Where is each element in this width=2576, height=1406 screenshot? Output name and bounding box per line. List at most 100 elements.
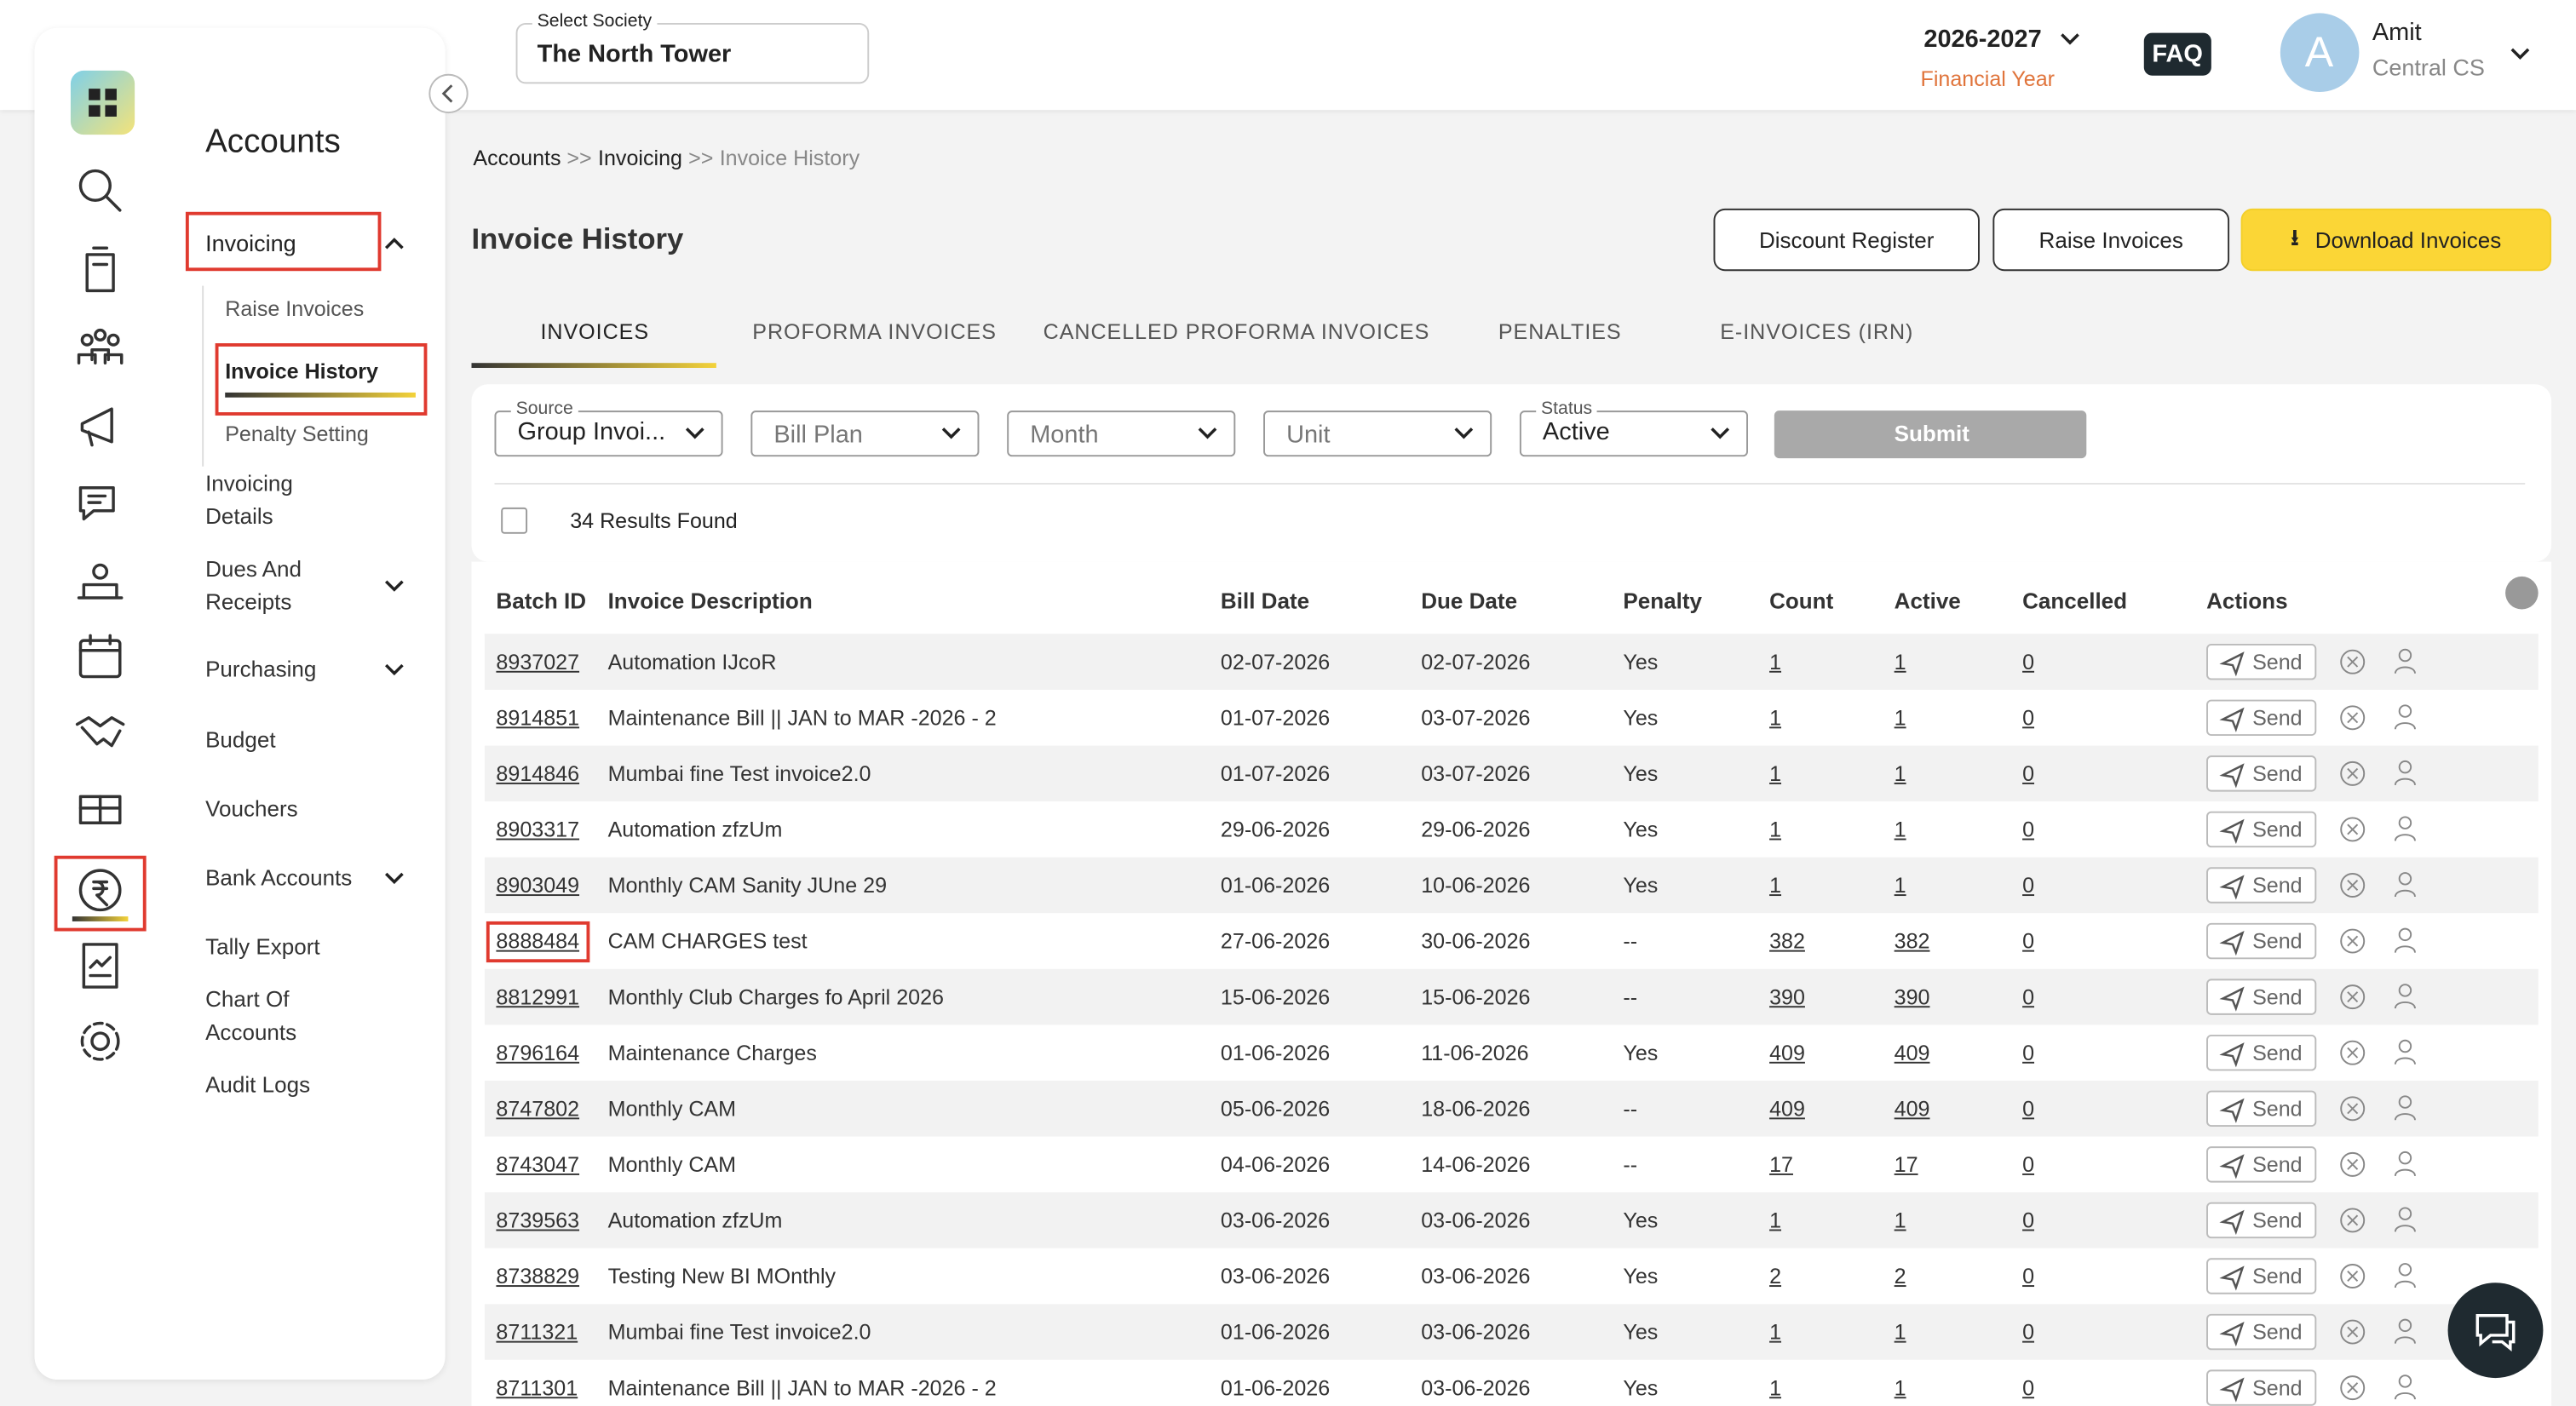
send-button[interactable]: [2206, 867, 2317, 904]
menu-item[interactable]: Purchasing: [205, 657, 317, 682]
tab[interactable]: E-INVOICES (IRN): [1720, 319, 1914, 345]
menu-item[interactable]: Vouchers: [205, 796, 298, 822]
table-cell[interactable]: 8711301: [496, 1375, 578, 1401]
row-icons[interactable]: [2339, 1206, 2421, 1236]
chevron[interactable]: [382, 235, 405, 251]
row-icons[interactable]: [2339, 1373, 2421, 1403]
send-label[interactable]: Send: [2252, 1264, 2303, 1288]
send-button[interactable]: [2206, 811, 2317, 848]
faq[interactable]: FAQ: [2152, 40, 2203, 69]
send-button[interactable]: [2206, 1090, 2317, 1127]
table-cell[interactable]: 1: [1894, 1208, 1906, 1233]
table-cell[interactable]: 8738829: [496, 1264, 580, 1288]
tab[interactable]: INVOICES: [540, 319, 650, 345]
send-label[interactable]: Send: [2252, 873, 2303, 898]
send-label[interactable]: Send: [2252, 1040, 2303, 1065]
table-cell[interactable]: 0: [2022, 649, 2035, 674]
table-cell[interactable]: 0: [2022, 1208, 2035, 1233]
table-cell[interactable]: 8747802: [496, 1096, 580, 1122]
table-cell[interactable]: 1: [1894, 873, 1906, 898]
send-button[interactable]: [2206, 699, 2317, 736]
announce-icon[interactable]: [72, 398, 129, 454]
table-cell[interactable]: 382: [1894, 928, 1930, 954]
menu-item[interactable]: Bank Accounts: [205, 865, 353, 891]
row-icons[interactable]: [2339, 647, 2421, 677]
filter-select[interactable]: [494, 410, 723, 457]
search-icon[interactable]: [72, 163, 129, 219]
people-icon[interactable]: [72, 320, 129, 376]
table-cell[interactable]: 409: [1769, 1040, 1805, 1065]
table-cell[interactable]: 0: [2022, 1040, 2035, 1065]
table-cell[interactable]: 382: [1769, 928, 1805, 954]
menu-item[interactable]: Dues And Receipts: [205, 556, 302, 615]
table-cell[interactable]: 8812991: [496, 984, 580, 1010]
chevron[interactable]: [1452, 425, 1475, 441]
submenu-item[interactable]: Raise Invoices: [225, 296, 365, 322]
row-icons[interactable]: [2339, 703, 2421, 732]
filter-select[interactable]: [750, 410, 980, 457]
table-cell[interactable]: 8888484: [496, 928, 580, 954]
menu-item[interactable]: Invoicing: [205, 229, 296, 256]
table-cell[interactable]: 1: [1894, 760, 1906, 786]
table-cell[interactable]: 1: [1769, 705, 1782, 731]
settings-icon[interactable]: [72, 1013, 129, 1070]
send-label[interactable]: Send: [2252, 928, 2303, 954]
table-cell[interactable]: 8914851: [496, 705, 580, 731]
row-icons[interactable]: [2339, 759, 2421, 789]
chevron[interactable]: [683, 425, 706, 441]
table-cell[interactable]: 1: [1894, 817, 1906, 842]
send-button[interactable]: [2206, 978, 2317, 1015]
table-cell[interactable]: 0: [2022, 984, 2035, 1010]
filter-select[interactable]: [1007, 410, 1236, 457]
logo[interactable]: [70, 70, 135, 135]
table-cell[interactable]: 409: [1894, 1040, 1930, 1065]
submit-button[interactable]: [1774, 410, 2087, 459]
table-cell[interactable]: 1: [1894, 649, 1906, 674]
send-label[interactable]: Send: [2252, 984, 2303, 1010]
table-cell[interactable]: 1: [1894, 1375, 1906, 1401]
breadcrumb-item[interactable]: Accounts: [473, 145, 561, 170]
filter-select[interactable]: [1519, 410, 1748, 457]
menu-item[interactable]: Budget: [205, 727, 276, 753]
submenu-item[interactable]: Penalty Setting: [225, 421, 369, 446]
send-button[interactable]: [2206, 1369, 2317, 1406]
send-button[interactable]: [2206, 1202, 2317, 1239]
send-label[interactable]: Send: [2252, 705, 2303, 731]
tab[interactable]: CANCELLED PROFORMA INVOICES: [1043, 319, 1430, 345]
building-icon[interactable]: [72, 241, 129, 297]
tab[interactable]: PENALTIES: [1498, 319, 1622, 345]
table-cell[interactable]: 2: [1894, 1264, 1906, 1288]
send-label[interactable]: Send: [2252, 817, 2303, 842]
avatar[interactable]: [2280, 13, 2360, 92]
table-cell[interactable]: 8796164: [496, 1040, 580, 1065]
send-button[interactable]: [2206, 755, 2317, 792]
send-button[interactable]: [2206, 1313, 2317, 1351]
table-cell[interactable]: 409: [1769, 1096, 1805, 1122]
menu-item[interactable]: Invoicing Details: [205, 471, 293, 529]
service-icon[interactable]: [72, 552, 129, 608]
table-cell[interactable]: 0: [2022, 705, 2035, 731]
table-cell[interactable]: 17: [1769, 1151, 1793, 1177]
menu-item[interactable]: Audit Logs: [205, 1072, 311, 1098]
send-label[interactable]: Send: [2252, 1096, 2303, 1122]
row-icons[interactable]: [2339, 1317, 2421, 1347]
send-label[interactable]: Send: [2252, 760, 2303, 786]
table-cell[interactable]: 0: [2022, 760, 2035, 786]
table-cell[interactable]: 0: [2022, 1151, 2035, 1177]
accounts-icon[interactable]: [72, 862, 129, 918]
chevron[interactable]: [1196, 425, 1219, 441]
chevron[interactable]: [1709, 425, 1732, 441]
tab[interactable]: PROFORMA INVOICES: [752, 319, 997, 345]
table-cell[interactable]: 0: [2022, 1264, 2035, 1288]
row-icons[interactable]: [2339, 1150, 2421, 1179]
row-icons[interactable]: [2339, 1038, 2421, 1068]
table-cell[interactable]: 0: [2022, 928, 2035, 954]
table-cell[interactable]: 8903317: [496, 817, 580, 842]
row-icons[interactable]: [2339, 1261, 2421, 1291]
table-cell[interactable]: 1: [1769, 760, 1782, 786]
table-cell[interactable]: 8739563: [496, 1208, 580, 1233]
table-cell[interactable]: 390: [1894, 984, 1930, 1010]
table-cell[interactable]: 0: [2022, 873, 2035, 898]
faq-badge[interactable]: [2143, 32, 2211, 76]
send-button[interactable]: [2206, 922, 2317, 960]
